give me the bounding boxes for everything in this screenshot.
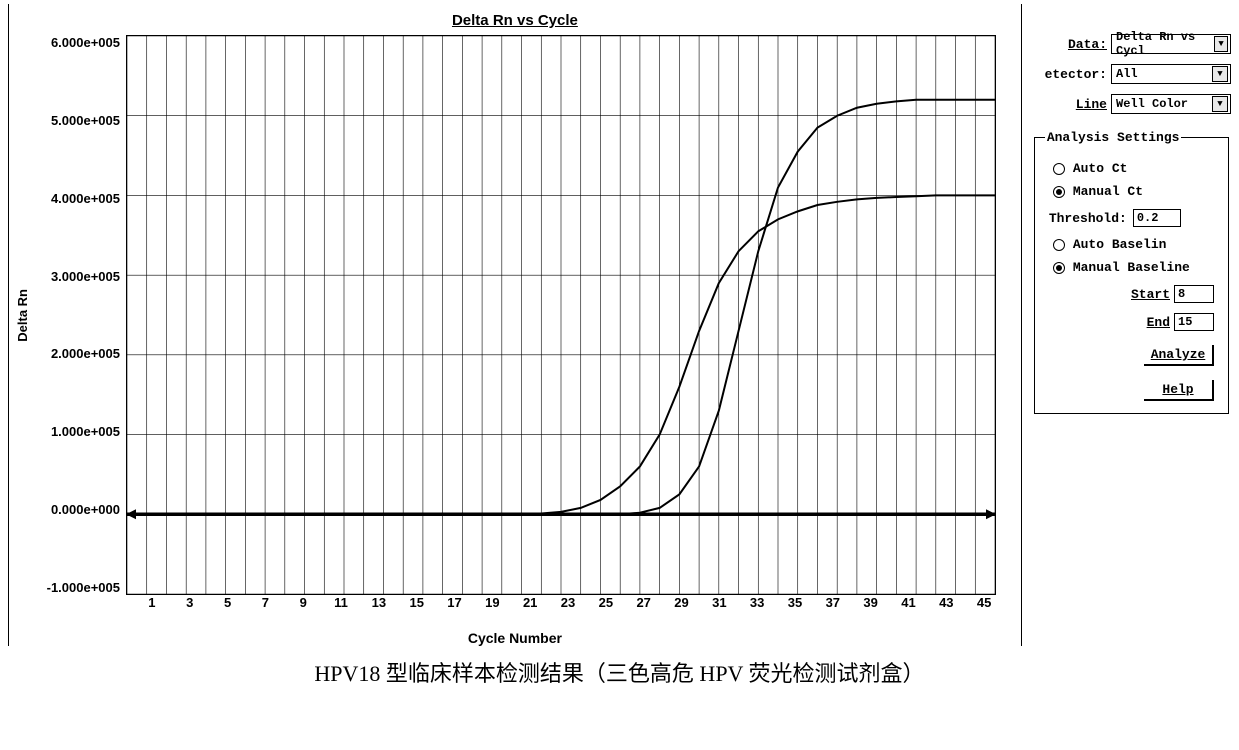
x-tick: 1 — [133, 595, 171, 610]
radio-icon — [1053, 239, 1065, 251]
y-tick: 4.000e+005 — [34, 191, 120, 206]
chart-panel: Delta Rn vs Cycle Delta Rn 6.000e+005 5.0… — [8, 4, 1022, 646]
start-label: Start — [1131, 287, 1170, 302]
analysis-legend: Analysis Settings — [1045, 130, 1182, 145]
x-tick: 45 — [965, 595, 1003, 610]
x-tick: 29 — [663, 595, 701, 610]
line-dropdown-value: Well Color — [1116, 97, 1188, 111]
y-tick-labels: 6.000e+005 5.000e+005 4.000e+005 3.000e+005… — [34, 35, 120, 595]
x-tick: 33 — [738, 595, 776, 610]
x-tick: 7 — [246, 595, 284, 610]
side-panel: Data: Delta Rn vs Cycl ▼ etector: All ▼ … — [1032, 4, 1231, 646]
figure-caption: HPV18 型临床样本检测结果（三色高危 HPV 荧光检测试剂盒） — [0, 656, 1239, 688]
detector-dropdown-value: All — [1116, 67, 1138, 81]
line-dropdown[interactable]: Well Color ▼ — [1111, 94, 1231, 114]
radio-icon — [1053, 186, 1065, 198]
x-tick: 21 — [511, 595, 549, 610]
y-tick: 2.000e+005 — [34, 346, 120, 361]
y-tick: 1.000e+005 — [34, 424, 120, 439]
detector-label: etector: — [1045, 67, 1107, 82]
x-tick: 3 — [171, 595, 209, 610]
manual-baseline-radio[interactable]: Manual Baseline — [1053, 260, 1218, 275]
x-tick: 19 — [473, 595, 511, 610]
line-label: Line — [1076, 97, 1107, 112]
y-axis-label: Delta Rn — [15, 289, 30, 342]
chevron-down-icon: ▼ — [1212, 96, 1228, 112]
chevron-down-icon: ▼ — [1212, 66, 1228, 82]
x-tick: 13 — [360, 595, 398, 610]
x-tick: 31 — [700, 595, 738, 610]
x-tick: 15 — [398, 595, 436, 610]
amplification-plot — [126, 35, 996, 595]
auto-ct-radio[interactable]: Auto Ct — [1053, 161, 1218, 176]
chevron-down-icon: ▼ — [1214, 36, 1228, 52]
x-tick: 39 — [852, 595, 890, 610]
y-tick: -1.000e+005 — [34, 580, 120, 595]
data-dropdown-value: Delta Rn vs Cycl — [1116, 30, 1214, 58]
x-tick: 25 — [587, 595, 625, 610]
threshold-label: Threshold: — [1049, 211, 1127, 226]
x-tick: 11 — [322, 595, 360, 610]
auto-baseline-radio[interactable]: Auto Baselin — [1053, 237, 1218, 252]
y-tick: 0.000e+000 — [34, 502, 120, 517]
data-label: Data: — [1068, 37, 1107, 52]
end-label: End — [1147, 315, 1170, 330]
start-input[interactable]: 8 — [1174, 285, 1214, 303]
radio-icon — [1053, 262, 1065, 274]
x-tick: 35 — [776, 595, 814, 610]
analysis-settings-group: Analysis Settings Auto Ct Manual Ct Thre… — [1034, 130, 1229, 414]
x-tick: 23 — [549, 595, 587, 610]
x-tick: 27 — [625, 595, 663, 610]
x-tick: 41 — [890, 595, 928, 610]
x-tick: 9 — [284, 595, 322, 610]
y-tick: 3.000e+005 — [34, 269, 120, 284]
y-tick: 6.000e+005 — [34, 35, 120, 50]
radio-icon — [1053, 163, 1065, 175]
help-button[interactable]: Help — [1144, 380, 1214, 401]
x-axis-label: Cycle Number — [15, 630, 1015, 646]
chart-title: Delta Rn vs Cycle — [15, 12, 1015, 29]
manual-ct-radio[interactable]: Manual Ct — [1053, 184, 1218, 199]
detector-dropdown[interactable]: All ▼ — [1111, 64, 1231, 84]
y-tick: 5.000e+005 — [34, 113, 120, 128]
x-tick: 37 — [814, 595, 852, 610]
threshold-input[interactable]: 0.2 — [1133, 209, 1181, 227]
x-tick-labels: 1357911131517192123252729313335373941434… — [133, 595, 1003, 610]
x-tick: 43 — [927, 595, 965, 610]
analyze-button[interactable]: Analyze — [1144, 345, 1214, 366]
end-input[interactable]: 15 — [1174, 313, 1214, 331]
x-tick: 17 — [436, 595, 474, 610]
x-tick: 5 — [209, 595, 247, 610]
data-dropdown[interactable]: Delta Rn vs Cycl ▼ — [1111, 34, 1231, 54]
